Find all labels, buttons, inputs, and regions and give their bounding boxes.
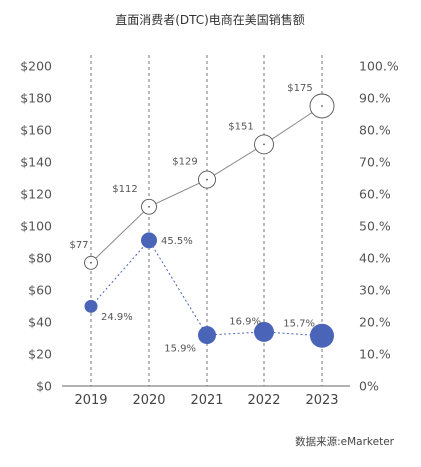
source-note: 数据来源:eMarketer — [295, 435, 395, 448]
left-tick-label: $60 — [28, 283, 52, 298]
growth-value-label: 45.5% — [161, 236, 193, 247]
left-tick-label: $20 — [28, 347, 52, 362]
right-tick-label: 50.% — [359, 219, 391, 234]
right-tick-label: 100.% — [359, 59, 399, 74]
growth-point — [310, 323, 334, 348]
left-tick-label: $80 — [28, 251, 52, 266]
sales-point-center — [263, 143, 265, 146]
right-tick-label: 0% — [359, 379, 379, 394]
left-tick-label: $40 — [28, 315, 52, 330]
growth-value-label: 15.9% — [164, 344, 196, 355]
growth-value-label: 16.9% — [229, 316, 261, 327]
right-tick-label: 70.% — [359, 155, 391, 170]
sales-point-center — [206, 178, 208, 181]
sales-value-label: $77 — [69, 240, 88, 251]
growth-value-label: 15.7% — [283, 318, 315, 329]
right-tick-label: 20.% — [359, 315, 391, 330]
left-tick-label: $0 — [36, 379, 52, 394]
chart-title: 直面消费者(DTC)电商在美国销售额 — [115, 12, 305, 27]
x-tick-label: 2023 — [305, 393, 338, 408]
growth-point — [254, 321, 274, 342]
growth-point — [84, 299, 98, 313]
sales-point-center — [321, 105, 323, 107]
sales-value-label: $112 — [112, 184, 137, 195]
sales-value-label: $175 — [287, 83, 312, 94]
growth-value-label: 24.9% — [101, 312, 133, 323]
left-tick-label: $200 — [20, 59, 52, 74]
x-axis-ticks: 2019 2020 2021 2022 2023 — [74, 393, 338, 408]
left-tick-label: $120 — [20, 187, 52, 202]
left-tick-label: $140 — [20, 155, 52, 170]
right-tick-label: 30.% — [359, 283, 391, 298]
right-tick-label: 10.% — [359, 347, 391, 362]
sales-point-center — [90, 261, 92, 264]
x-tick-label: 2019 — [74, 393, 107, 408]
sales-point-center — [148, 205, 150, 208]
left-tick-label: $160 — [20, 123, 52, 138]
left-tick-label: $100 — [20, 219, 52, 234]
x-tick-label: 2022 — [247, 393, 280, 408]
x-tick-label: 2021 — [190, 393, 223, 408]
series: $77 $112 $129 $151 $175 24.9% 45.5% 15.9% 16.9% 1… — [69, 83, 335, 355]
right-tick-label: 80.% — [359, 123, 391, 138]
left-axis-ticks: $0 $20 $40 $60 $80 $100 $120 $140 $160 $180 $200 — [20, 59, 52, 394]
sales-value-label: $129 — [172, 157, 197, 168]
right-tick-label: 40.% — [359, 251, 391, 266]
growth-point — [198, 326, 216, 345]
growth-point — [141, 232, 157, 249]
x-tick-label: 2020 — [132, 393, 165, 408]
right-axis-ticks: 0% 10.% 20.% 30.% 40.% 50.% 60.% 70.% 80.% 90.% 10… — [359, 59, 399, 394]
right-tick-label: 60.% — [359, 187, 391, 202]
sales-value-label: $151 — [228, 121, 253, 132]
right-tick-label: 90.% — [359, 91, 391, 106]
left-tick-label: $180 — [20, 91, 52, 106]
